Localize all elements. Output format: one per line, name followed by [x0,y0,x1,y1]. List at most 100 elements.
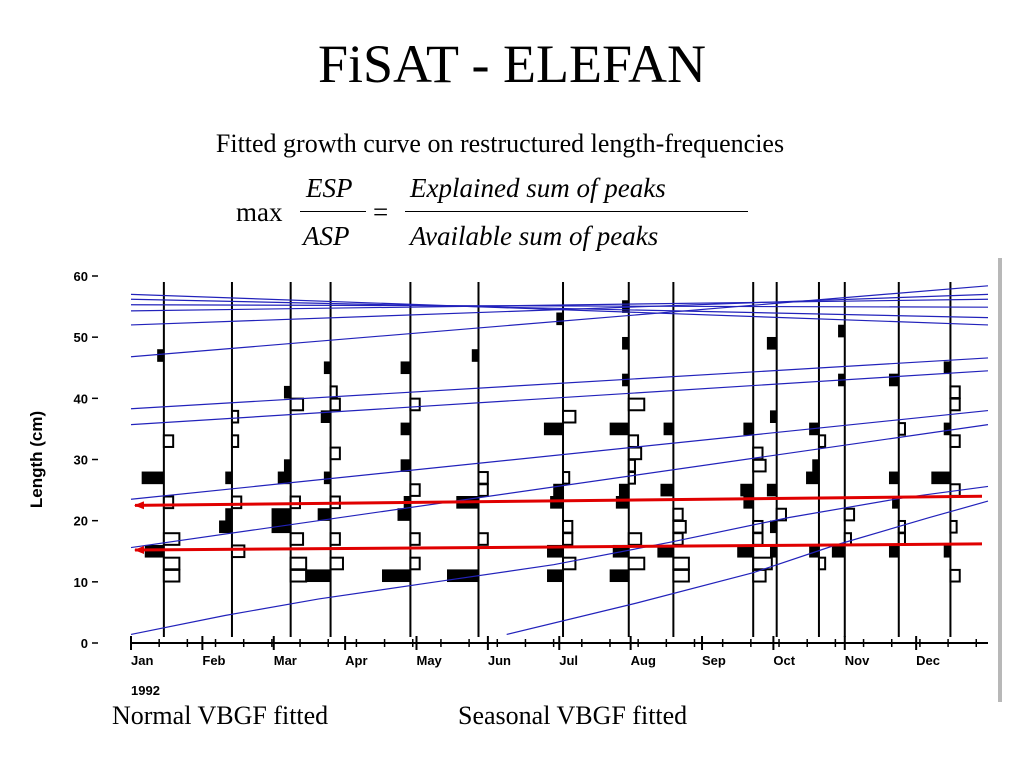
positive-peak-bar [157,349,165,362]
positive-peak-bar [382,569,411,583]
positive-peak-bar [397,508,411,521]
growth-curve [130,357,989,410]
negative-trough-bar [562,519,574,534]
growth-curve [130,298,989,319]
negative-trough-bar [409,532,421,546]
negative-trough-bar [162,568,181,583]
x-tick-label-feb: Feb [202,653,225,668]
x-tick-label-jul: Jul [559,653,578,668]
y-tick-label: 40 [74,391,88,406]
negative-trough-bar [627,471,636,485]
negative-trough-bar [162,532,181,546]
negative-trough-bar [949,397,961,412]
positive-peak-bar [766,336,778,350]
positive-peak-bar [400,361,411,375]
seasonal-vbgf-label: Seasonal VBGF fitted [458,701,688,730]
positive-peak-bar [943,422,951,436]
negative-trough-bar [477,532,489,546]
negative-trough-bar [752,532,764,546]
y-tick-label: 30 [74,453,88,468]
positive-peak-bar [283,459,292,472]
x-tick-label-may: May [417,653,443,668]
x-tick-label-mar: Mar [274,653,297,668]
formula-lhs-numerator: ESP [306,173,353,203]
formula-equals-sign: = [373,197,389,227]
growth-curve [130,409,989,500]
cohort-arrow [134,542,983,554]
negative-trough-bar [230,544,246,559]
positive-peak-bar [277,471,292,485]
negative-trough-bar [672,532,684,546]
positive-peak-bar [740,483,754,497]
negative-trough-bar [672,519,687,534]
negative-trough-bar [162,434,175,448]
negative-trough-bar [672,507,684,522]
negative-trough-bar [627,434,640,448]
negative-trough-bar [289,397,305,412]
growth-curve [130,485,989,636]
x-tick-label-aug: Aug [631,653,656,668]
growth-curve [130,370,989,426]
positive-peak-bar [225,471,233,485]
formula-rhs-fraction-bar [405,211,748,212]
negative-trough-bar [230,495,243,510]
negative-trough-bar [477,483,489,497]
negative-trough-bar [627,397,646,412]
negative-trough-bar [817,434,827,448]
positive-peak-bar [547,544,564,558]
positive-peak-bar [743,422,754,436]
growth-curve [130,424,989,549]
y-tick-label: 20 [74,514,88,529]
negative-trough-bar [409,397,421,412]
negative-trough-bar [230,409,240,424]
negative-trough-bar [752,458,767,473]
formula-lhs-denominator: ASP [303,221,350,251]
y-tick-label: 0 [81,636,88,651]
growth-curve [130,304,989,308]
positive-peak-bar [615,496,630,509]
x-tick-label-nov: Nov [845,653,870,668]
elefan-chart: 0 10 20 30 40 50 60 Length (cm) Jan Feb Mar Apr May J… [0,262,1024,702]
positive-peak-bar [305,569,332,583]
negative-trough-bar [329,556,344,571]
negative-trough-bar [329,397,341,412]
negative-trough-bar [627,458,636,473]
positive-peak-bar [931,471,951,485]
x-tick-label-dec: Dec [916,653,940,668]
positive-peak-bar [769,410,778,423]
growth-curve [506,500,989,636]
positive-peak-bar [888,471,900,485]
positive-peak-bar [471,349,479,362]
negative-trough-bar [409,483,421,497]
positive-peak-bar [812,459,820,472]
negative-trough-bar [289,568,308,583]
positive-peak-bar [271,508,292,521]
positive-peak-bar [663,422,674,436]
positive-peak-bar [141,471,165,485]
formula-lhs-fraction-bar [300,211,366,212]
positive-peak-bar [547,569,564,583]
negative-trough-bar [562,409,577,424]
negative-trough-bar [949,568,961,583]
positive-peak-bar [769,520,778,534]
positive-peak-bar [888,544,900,558]
elefan-formula: max ESP ASP = Explained sum of peaks Ava… [0,170,1024,254]
negative-trough-bar [627,532,643,546]
x-tick-label-apr: Apr [345,653,367,668]
positive-peak-bar [400,422,411,436]
negative-trough-bar [162,556,181,571]
negative-trough-bar [562,532,574,546]
length-frequency-chart: 0 10 20 30 40 50 60 Length (cm) Jan Feb Mar Apr May J… [27,269,989,698]
negative-trough-bar [672,556,690,571]
negative-trough-bar [230,434,240,448]
negative-trough-bar [289,532,305,546]
positive-peak-bar [743,496,754,509]
negative-trough-bar [409,556,421,571]
year-label: 1992 [131,683,160,698]
positive-peak-bar [660,483,674,497]
formula-rhs-denominator: Available sum of peaks [410,221,659,251]
x-tick-label-jun: Jun [488,653,511,668]
positive-peak-bar [943,544,951,558]
growth-curve [130,298,989,312]
negative-trough-bar [562,471,571,485]
